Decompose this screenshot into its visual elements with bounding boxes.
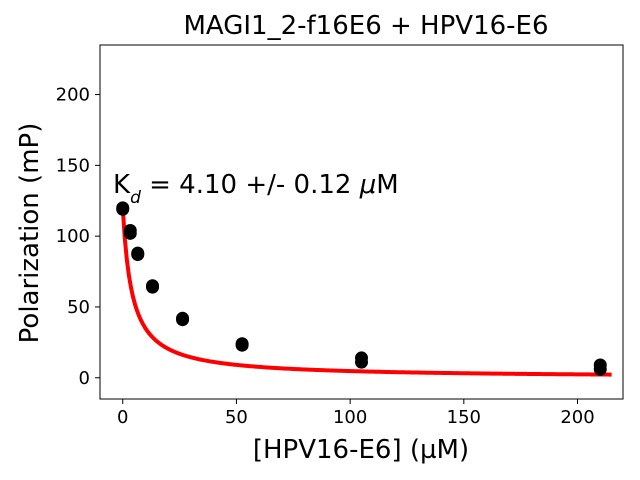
data-point — [176, 313, 190, 327]
y-tick-label: 200 — [56, 85, 90, 106]
data-point — [235, 338, 249, 352]
y-axis-label: Polarization (mP) — [15, 123, 45, 344]
chart-title: MAGI1_2-f16E6 + HPV16-E6 — [183, 11, 548, 41]
fit-curve — [120, 207, 612, 377]
y-tick-label: 150 — [56, 155, 90, 176]
x-tick-label: 50 — [225, 407, 248, 428]
x-tick-label: 0 — [117, 407, 128, 428]
points-layer — [116, 201, 607, 376]
data-point — [146, 280, 160, 294]
fit-layer — [120, 207, 612, 377]
x-tick-label: 150 — [447, 407, 481, 428]
y-axis-ticks: 0 50 100 150 200 — [56, 85, 100, 389]
y-tick-label: 0 — [79, 368, 90, 389]
y-tick-label: 50 — [67, 297, 90, 318]
data-point — [355, 355, 368, 369]
x-axis-label: [HPV16-E6] (µM) — [253, 435, 469, 465]
x-tick-label: 200 — [560, 407, 594, 428]
plot-area — [99, 44, 624, 400]
x-axis-ticks: 0 50 100 150 200 — [117, 399, 595, 428]
data-point — [116, 202, 130, 216]
data-point — [123, 226, 137, 240]
x-tick-label: 100 — [333, 407, 367, 428]
y-tick-label: 100 — [56, 226, 90, 247]
kd-annotation: Kd = 4.10 +/- 0.12 μM — [113, 170, 399, 208]
data-point — [131, 248, 145, 262]
plot-frame — [99, 44, 624, 400]
data-point — [593, 362, 607, 376]
